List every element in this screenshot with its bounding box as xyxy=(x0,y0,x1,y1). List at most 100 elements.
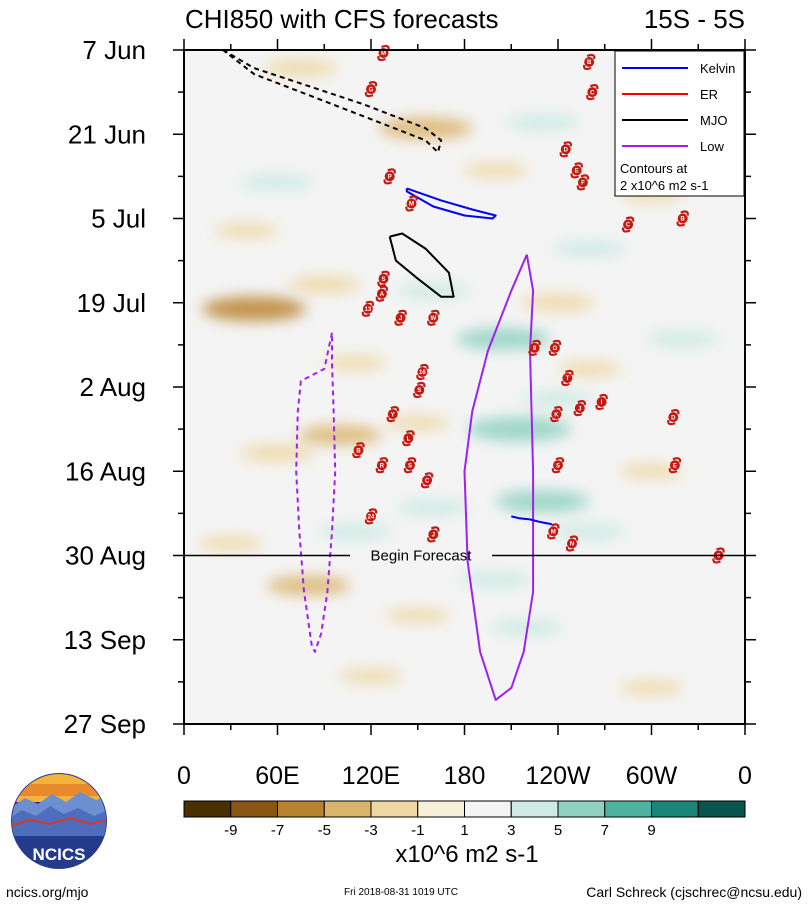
storm-marker: 16 xyxy=(416,363,429,381)
anomaly-blob xyxy=(521,390,595,408)
colorbar-segment xyxy=(370,800,419,818)
anomaly-blob xyxy=(619,680,684,696)
anomaly-blob xyxy=(619,463,684,479)
storm-symbol xyxy=(364,81,378,98)
storm-symbol xyxy=(361,300,375,317)
storm-symbol xyxy=(551,457,565,474)
storm-symbol-core xyxy=(405,460,415,471)
storm-symbol-core xyxy=(623,219,634,230)
x-axis: 0 60E 120E 180 120W 60W 0 xyxy=(177,39,752,790)
storm-marker: S xyxy=(403,457,417,474)
anomaly-blob xyxy=(202,296,307,321)
storm-label: B xyxy=(356,448,361,454)
storm-symbol-core xyxy=(677,213,688,224)
storm-marker: N xyxy=(565,535,579,552)
anomaly-blob xyxy=(240,173,315,191)
storm-label: L xyxy=(407,436,411,442)
storm-symbol-core xyxy=(395,312,406,323)
colorbar-units-label: x10^6 m2 s-1 xyxy=(395,841,538,868)
storm-symbol-core xyxy=(366,84,376,95)
storm-symbol xyxy=(565,535,579,552)
storm-symbol-core xyxy=(414,385,425,395)
storm-marker: B xyxy=(676,210,689,227)
storm-marker: 9 xyxy=(528,339,541,356)
storm-symbol xyxy=(402,430,415,447)
storm-label: D xyxy=(671,415,676,421)
storm-symbol-core xyxy=(428,312,439,323)
colorbar-segment xyxy=(417,800,465,818)
storm-symbol xyxy=(413,381,426,399)
anomaly-blob xyxy=(552,239,627,258)
kelvin-forecast-contour xyxy=(511,515,552,526)
storm-symbol xyxy=(595,393,608,411)
storm-marker: D xyxy=(559,141,573,158)
storm-label: T xyxy=(566,376,570,382)
storm-symbol xyxy=(559,141,573,158)
storm-label: N xyxy=(570,542,574,548)
storm-marker: E xyxy=(668,457,682,474)
storm-symbol xyxy=(383,168,396,185)
storm-symbol-core xyxy=(553,460,563,471)
colorbar-tick-label: 5 xyxy=(554,822,562,839)
storm-symbol-core xyxy=(549,342,560,353)
y-tick-label: 13 Sep xyxy=(64,625,146,655)
storm-symbol-core xyxy=(422,475,433,486)
y-axis: 7 Jun 21 Jun 5 Jul 19 Jul 2 Aug 16 Aug 30 Aug 1… xyxy=(64,35,756,739)
anomaly-blob xyxy=(645,330,720,348)
x-tick-label: 60W xyxy=(626,762,678,790)
storm-marker: C xyxy=(420,472,434,489)
storm-marker: R xyxy=(375,457,389,474)
storm-symbol-core xyxy=(428,529,439,540)
storm-marker: M xyxy=(405,195,418,212)
contour-layer xyxy=(222,50,552,701)
y-tick-label: 30 Aug xyxy=(65,541,146,571)
storm-symbol-core xyxy=(560,144,571,155)
storm-label: J xyxy=(578,406,581,412)
legend-label: ER xyxy=(700,87,718,102)
storm-marker: Y xyxy=(386,406,400,423)
latitude-band-label: 15S - 5S xyxy=(644,4,745,34)
storm-marker: D xyxy=(667,409,680,426)
storm-symbol xyxy=(405,195,418,212)
y-tick-label: 5 Jul xyxy=(91,204,146,234)
begin-forecast-marker: Begin Forecast xyxy=(184,548,745,565)
colorbar-tick-label: 7 xyxy=(601,822,609,839)
storm-symbol-core xyxy=(406,198,417,209)
storm-symbol xyxy=(547,523,560,540)
storm-symbol-core xyxy=(548,526,559,537)
storm-symbol xyxy=(712,547,725,564)
storm-label: I xyxy=(601,400,603,406)
storm-symbol xyxy=(573,400,587,417)
y-tick-label: 7 Jun xyxy=(82,35,146,65)
y-tick-label: 19 Jul xyxy=(77,288,146,318)
logo-text: NCICS xyxy=(33,845,86,864)
colorbar-segment xyxy=(183,800,232,818)
chart-title: CHI850 with CFS forecasts xyxy=(185,4,499,34)
anomaly-blob xyxy=(495,490,590,513)
storm-symbol xyxy=(676,210,689,227)
x-tick-label: 120W xyxy=(525,762,591,790)
storm-label: P xyxy=(388,175,392,181)
anomaly-blob xyxy=(287,276,362,294)
storm-marker: A xyxy=(375,285,389,302)
footer-url: ncics.org/mjo xyxy=(6,884,89,900)
storm-label: G xyxy=(553,346,558,352)
ncics-logo: NCICS xyxy=(11,773,107,869)
storm-symbol-core xyxy=(353,445,364,456)
storm-label: 16 xyxy=(419,370,426,376)
x-tick-label: 180 xyxy=(444,762,486,790)
storm-label: M xyxy=(409,202,414,208)
begin-forecast-label: Begin Forecast xyxy=(371,548,473,565)
footer-author: Carl Schreck (cjschrec@ncsu.edu) xyxy=(586,884,802,900)
colorbar-tick-label: -1 xyxy=(411,822,424,839)
storm-symbol xyxy=(386,406,400,423)
storm-symbol-core xyxy=(587,87,598,98)
storm-marker: E xyxy=(570,162,583,179)
legend-note-line2: 2 x10^6 m2 s-1 xyxy=(620,178,708,193)
storm-label: J xyxy=(432,533,435,539)
storm-symbol-core xyxy=(387,409,398,420)
storm-label: J xyxy=(399,316,402,322)
storm-label: E xyxy=(673,463,677,469)
